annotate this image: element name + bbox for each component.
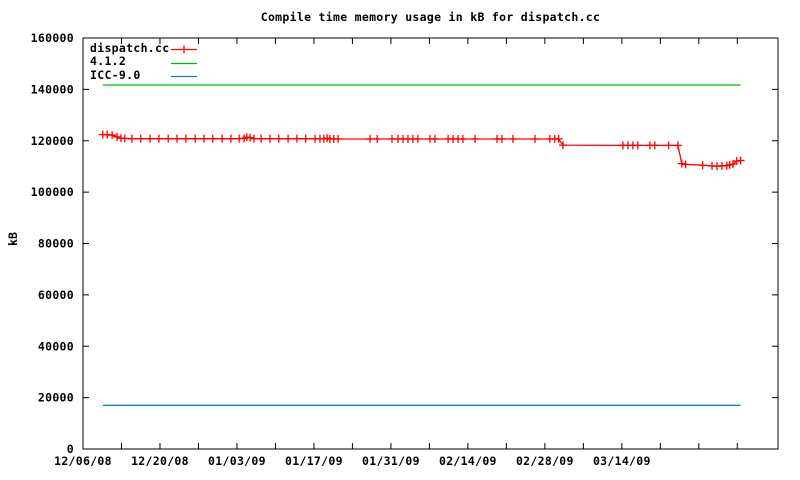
svg-text:02/14/09: 02/14/09 (439, 454, 497, 468)
svg-text:01/17/09: 01/17/09 (285, 454, 343, 468)
svg-text:40000: 40000 (38, 339, 74, 353)
legend-label: ICC-9.0 (90, 67, 141, 82)
svg-text:160000: 160000 (31, 31, 74, 45)
svg-text:0: 0 (67, 442, 74, 456)
svg-text:12/06/08: 12/06/08 (54, 454, 112, 468)
legend-line-sample-red (170, 41, 198, 54)
legend-item-dispatch: dispatch.cc (90, 41, 198, 55)
svg-text:20000: 20000 (38, 391, 74, 405)
svg-text:100000: 100000 (31, 185, 74, 199)
legend-line-sample-blue (170, 68, 198, 81)
svg-text:140000: 140000 (31, 82, 74, 96)
chart-title: Compile time memory usage in kB for disp… (260, 10, 601, 24)
svg-text:01/31/09: 01/31/09 (362, 454, 420, 468)
legend-item-gcc-412: 4.1.2 (90, 54, 198, 69)
legend-item-icc-90: ICC-9.0 (90, 68, 198, 82)
svg-text:12/20/08: 12/20/08 (131, 454, 189, 468)
svg-text:120000: 120000 (31, 134, 74, 148)
legend-label: 4.1.2 (90, 54, 127, 69)
svg-text:02/28/09: 02/28/09 (516, 454, 574, 468)
svg-text:60000: 60000 (38, 288, 74, 302)
legend-label: dispatch.cc (90, 40, 170, 55)
svg-text:01/03/09: 01/03/09 (208, 454, 266, 468)
svg-text:03/14/09: 03/14/09 (593, 454, 651, 468)
svg-text:80000: 80000 (38, 237, 74, 251)
legend-line-sample-green (170, 55, 198, 68)
legend: dispatch.cc 4.1.2 ICC-9.0 (90, 41, 198, 82)
